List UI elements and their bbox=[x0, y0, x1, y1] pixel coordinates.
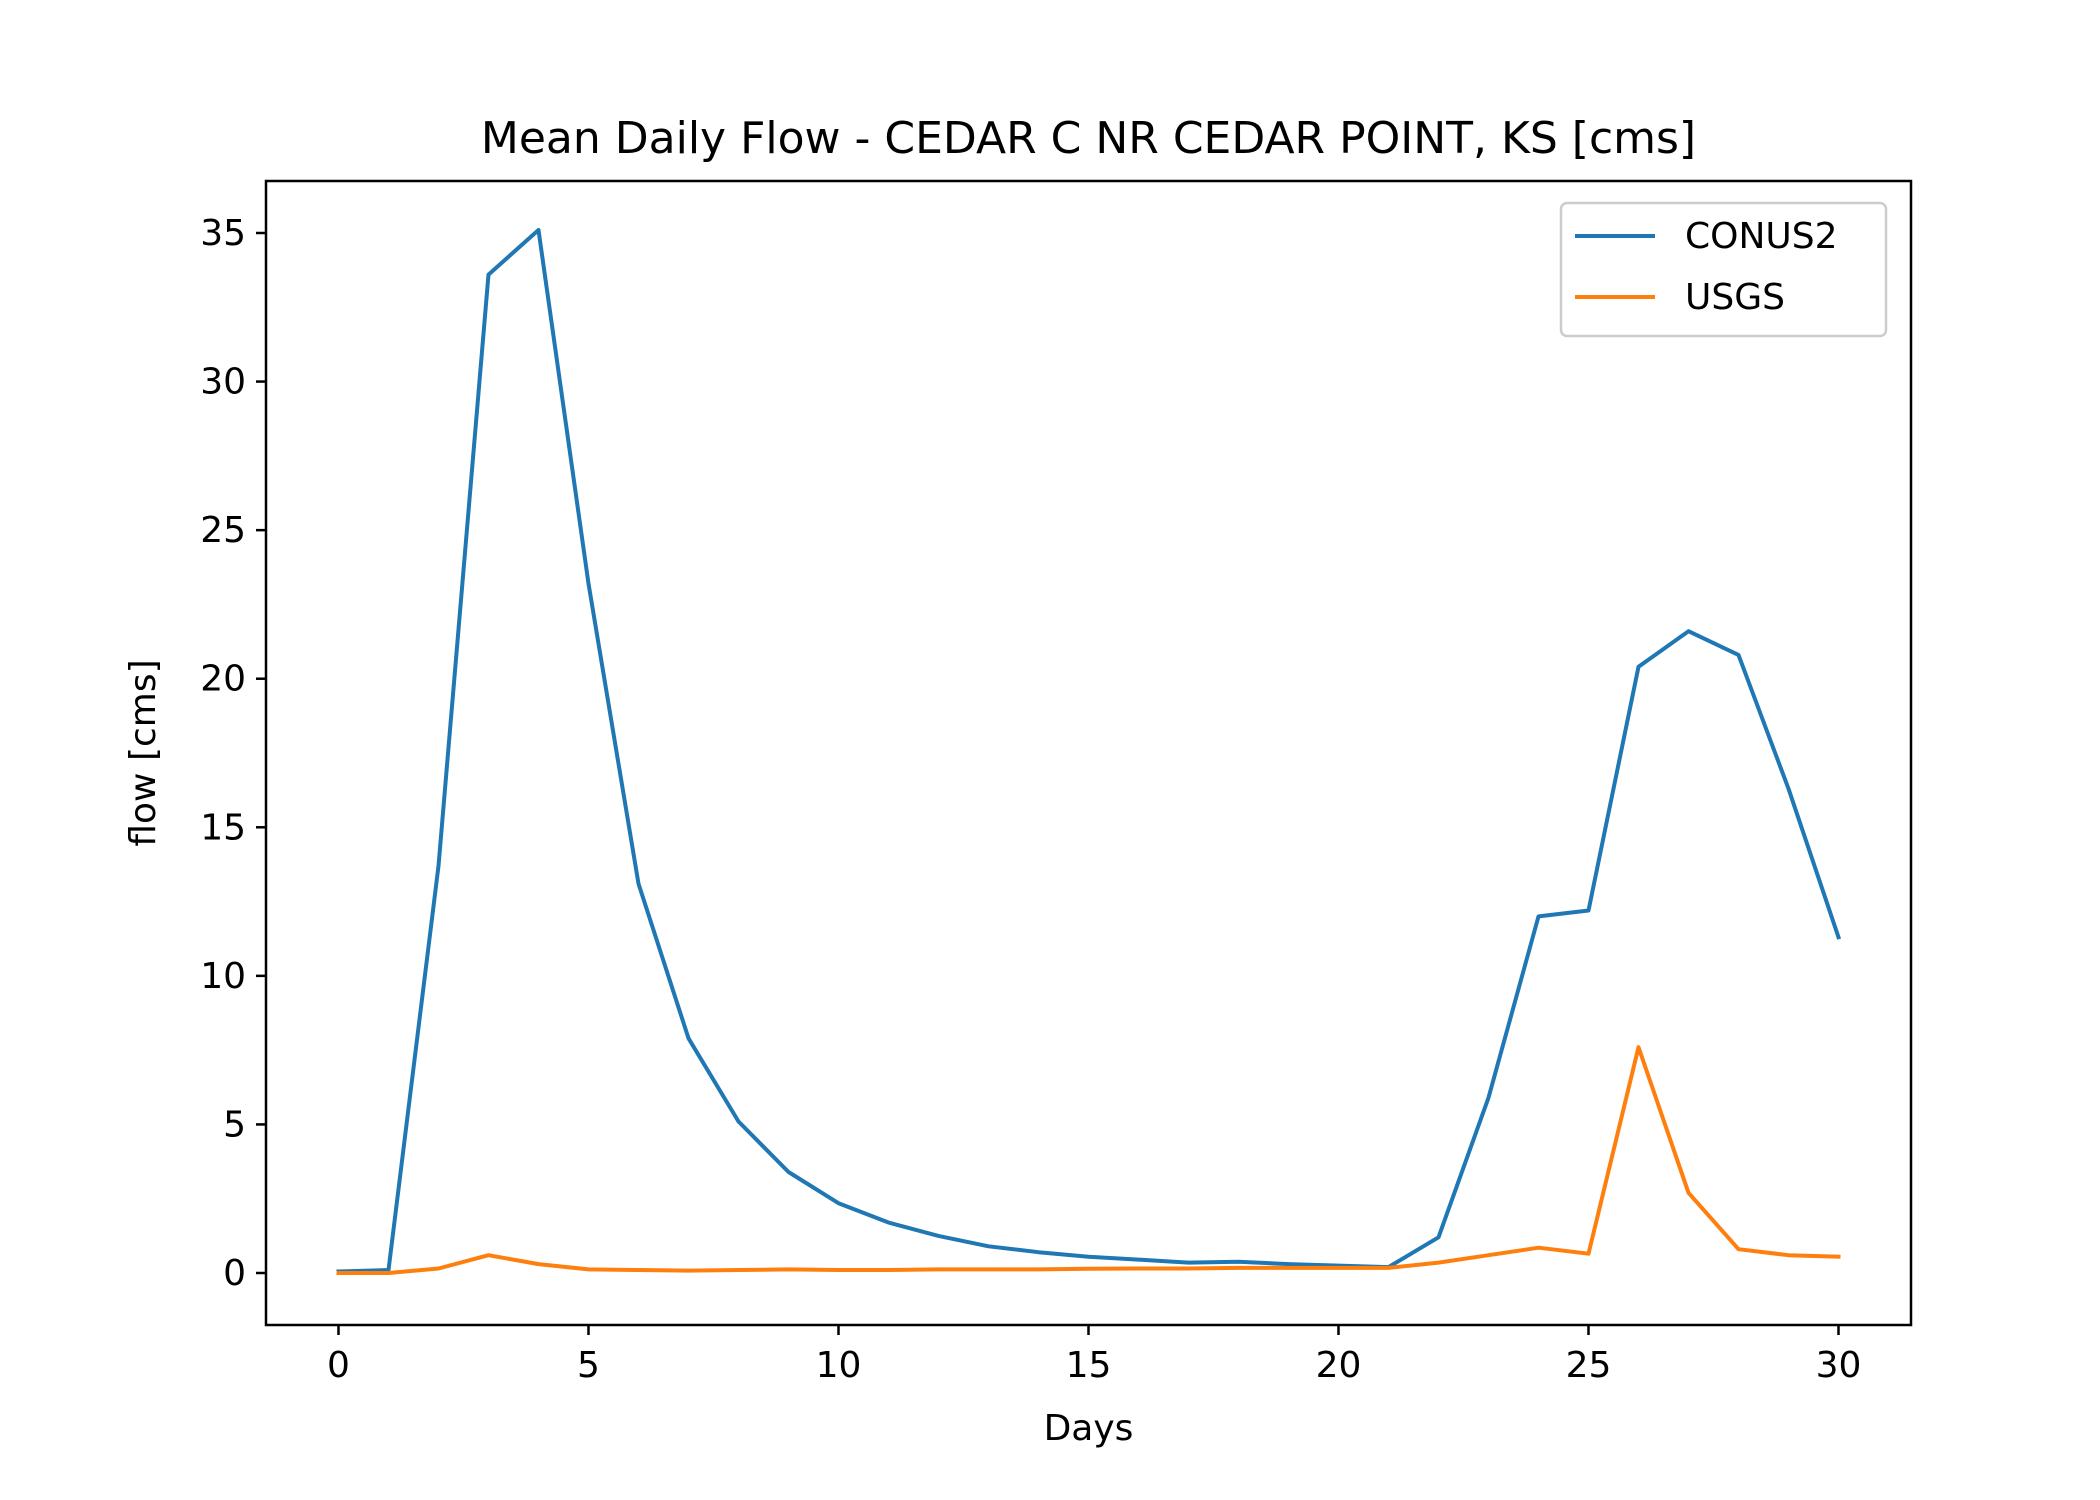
legend-label-usgs: USGS bbox=[1685, 277, 1785, 318]
x-axis: 0 5 10 15 20 25 30 bbox=[327, 1325, 1861, 1386]
chart-title: Mean Daily Flow - CEDAR C NR CEDAR POINT… bbox=[481, 113, 1696, 164]
x-tick-label: 15 bbox=[1066, 1345, 1112, 1386]
y-tick-label: 20 bbox=[200, 659, 246, 700]
legend: CONUS2 USGS bbox=[1559, 201, 1888, 338]
legend-label-conus2: CONUS2 bbox=[1685, 216, 1838, 257]
series-line-conus2 bbox=[336, 228, 1842, 1274]
y-tick-label: 15 bbox=[200, 807, 246, 848]
y-axis-label: flow [cms] bbox=[123, 659, 164, 846]
series-line-usgs bbox=[336, 1045, 1841, 1275]
y-tick-label: 0 bbox=[223, 1253, 246, 1294]
x-tick-label: 0 bbox=[327, 1345, 350, 1386]
y-tick-label: 5 bbox=[223, 1104, 246, 1145]
x-tick-label: 5 bbox=[577, 1345, 600, 1386]
x-tick-label: 20 bbox=[1316, 1345, 1362, 1386]
y-tick-label: 35 bbox=[200, 213, 246, 254]
series-layer bbox=[336, 228, 1842, 1275]
plot-area bbox=[264, 179, 1913, 1327]
x-axis-label: Days bbox=[1044, 1408, 1134, 1449]
x-tick-label: 10 bbox=[816, 1345, 862, 1386]
x-tick-label: 25 bbox=[1566, 1345, 1612, 1386]
y-axis: 0 5 10 15 20 25 30 35 bbox=[200, 213, 266, 1294]
y-tick-label: 25 bbox=[200, 510, 246, 551]
y-tick-label: 10 bbox=[200, 956, 246, 997]
y-tick-label: 30 bbox=[200, 362, 246, 403]
x-tick-label: 30 bbox=[1816, 1345, 1862, 1386]
